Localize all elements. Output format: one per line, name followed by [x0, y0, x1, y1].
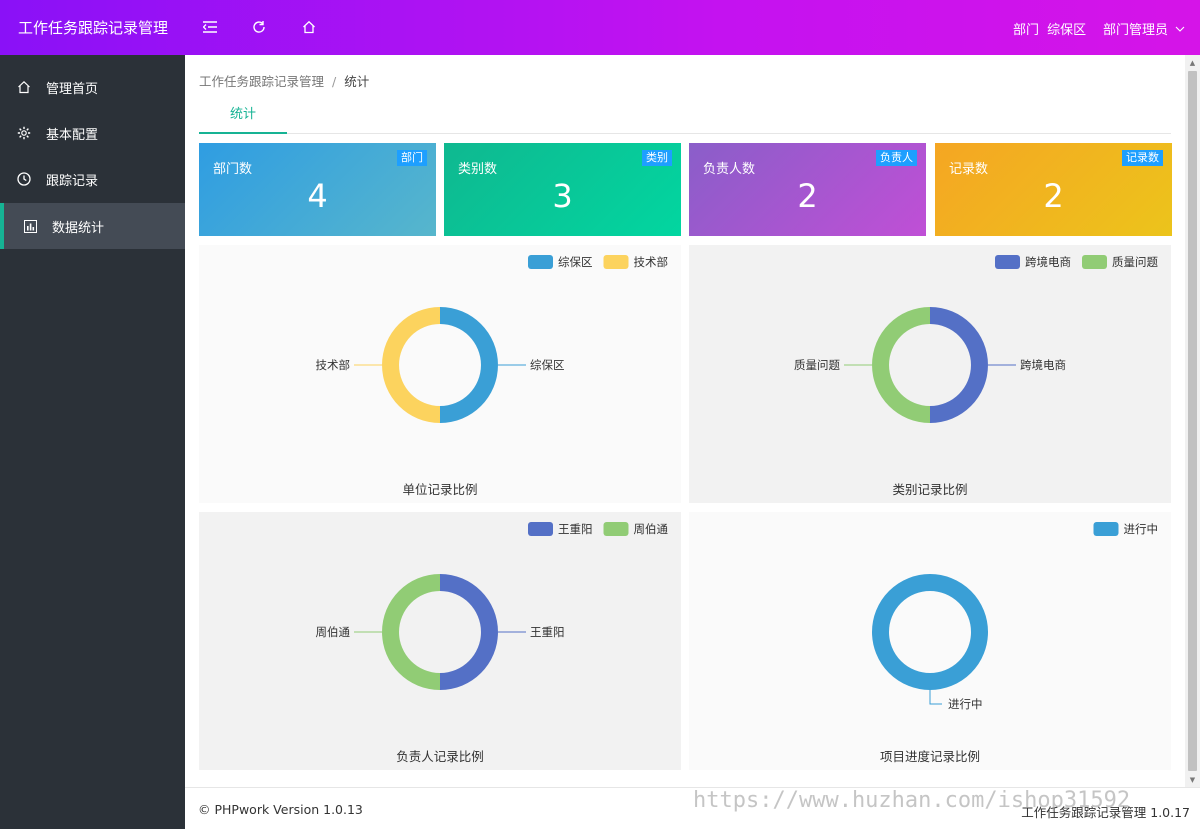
pie-slice: [440, 307, 498, 423]
label-line: [929, 690, 942, 705]
bar-chart-icon: [22, 218, 38, 234]
chart-title: 负责人记录比例: [396, 749, 484, 764]
breadcrumb-current: 统计: [344, 74, 370, 89]
pie-slice: [872, 307, 930, 423]
sidebar-item-statistics[interactable]: 数据统计: [0, 203, 185, 249]
footer-version: © PHPwork Version 1.0.13: [198, 802, 363, 817]
top-header-bar: 工作任务跟踪记录管理 部门 综保区 部门管理员: [0, 0, 1200, 55]
dept-label: 部门: [1013, 23, 1040, 38]
tab-statistics[interactable]: 统计: [199, 101, 287, 134]
scroll-up-icon[interactable]: ▲: [1189, 58, 1196, 67]
user-menu[interactable]: 部门管理员: [1103, 19, 1185, 38]
chart-panel-unit: 综保区 技术部 综保区 技术部 单位记录比例: [199, 245, 681, 503]
stat-card-records: 记录数 记录数 2: [935, 143, 1172, 236]
legend-label: 王重阳: [558, 522, 593, 536]
chart-panel-owner: 王重阳 周伯通 王重阳 周伯通 负责人记录比例: [199, 512, 681, 770]
chart-title: 项目进度记录比例: [880, 749, 980, 764]
legend-swatch: [603, 255, 629, 269]
card-value: 2: [1043, 177, 1064, 215]
chart-panel-progress: 进行中 进行中 项目进度记录比例: [689, 512, 1171, 770]
legend-swatch: [528, 255, 553, 269]
footer-app-version: 工作任务跟踪记录管理 1.0.17: [1021, 805, 1190, 820]
dept-info: 部门 综保区: [1013, 19, 1086, 38]
chart-panel-category: 跨境电商 质量问题 跨境电商 质量问题 类别记录比例: [689, 245, 1171, 503]
legend-label: 进行中: [1124, 522, 1159, 536]
gear-icon: [16, 125, 32, 141]
chart-title: 单位记录比例: [402, 482, 477, 497]
card-badge: 记录数: [1122, 150, 1163, 166]
card-label: 类别数: [458, 162, 498, 177]
card-badge: 负责人: [876, 150, 917, 166]
clock-icon: [16, 171, 32, 187]
slice-label: 进行中: [948, 697, 983, 711]
slice-label: 技术部: [316, 358, 351, 372]
breadcrumb: 工作任务跟踪记录管理 / 统计: [199, 71, 369, 90]
sidebar: 管理首页 基本配置 跟踪记录 数据统计: [0, 55, 185, 829]
app-title: 工作任务跟踪记录管理: [18, 19, 169, 37]
chevron-down-icon: [1175, 21, 1185, 36]
dept-value: 综保区: [1047, 23, 1087, 38]
card-label: 负责人数: [703, 162, 756, 177]
legend-swatch: [995, 255, 1020, 269]
card-value: 4: [307, 177, 328, 215]
legend-label: 综保区: [558, 255, 593, 269]
legend-swatch: [528, 522, 553, 536]
legend-label: 跨境电商: [1025, 255, 1071, 269]
legend-swatch: [1082, 255, 1107, 269]
sidebar-item-label: 管理首页: [46, 81, 99, 97]
watermark-text: https://www.huzhan.com/ishop31592: [693, 788, 1131, 813]
stat-card-departments: 部门数 部门 4: [199, 143, 436, 236]
user-role: 部门管理员: [1103, 23, 1169, 38]
home-icon: [16, 79, 32, 95]
legend-swatch: [603, 522, 629, 536]
card-value: 2: [797, 177, 818, 215]
stat-card-owners: 负责人数 负责人 2: [689, 143, 926, 236]
sidebar-item-tracking[interactable]: 跟踪记录: [0, 156, 185, 202]
scroll-down-icon[interactable]: ▼: [1189, 775, 1196, 784]
stat-card-categories: 类别数 类别 3: [444, 143, 681, 236]
slice-label: 综保区: [530, 358, 565, 372]
chart-title: 类别记录比例: [892, 482, 967, 497]
pie-slice: [930, 307, 988, 423]
pie-slice: [382, 574, 440, 690]
main-content: 工作任务跟踪记录管理 / 统计 统计 部门数 部门 4 类别数 类别 3 负责人数 …: [185, 55, 1185, 787]
card-value: 3: [552, 177, 573, 215]
card-badge: 类别: [642, 150, 672, 166]
collapse-menu-icon[interactable]: [199, 16, 221, 38]
legend-label: 质量问题: [1112, 255, 1158, 269]
sidebar-item-label: 基本配置: [46, 127, 99, 143]
legend-label: 技术部: [634, 255, 669, 269]
footer: © PHPwork Version 1.0.13 工作任务跟踪记录管理 1.0.…: [185, 787, 1200, 829]
slice-label: 周伯通: [316, 625, 351, 639]
pie-slice: [440, 574, 498, 690]
card-label: 部门数: [213, 162, 253, 177]
tab-bar: 统计: [199, 101, 1171, 134]
sidebar-item-label: 数据统计: [52, 220, 105, 236]
breadcrumb-separator: /: [332, 74, 337, 89]
scrollbar-thumb[interactable]: [1188, 71, 1197, 771]
legend-swatch: [1093, 522, 1119, 536]
pie-slice: [382, 307, 440, 423]
card-badge: 部门: [397, 150, 427, 166]
slice-label: 王重阳: [530, 625, 565, 639]
slice-label: 跨境电商: [1020, 358, 1066, 372]
refresh-icon[interactable]: [248, 16, 270, 38]
breadcrumb-root[interactable]: 工作任务跟踪记录管理: [199, 74, 325, 89]
slice-label: 质量问题: [794, 358, 840, 372]
sidebar-item-home[interactable]: 管理首页: [0, 64, 185, 110]
legend-label: 周伯通: [634, 522, 669, 536]
vertical-scrollbar[interactable]: ▲ ▼: [1185, 55, 1200, 787]
pie-slice: [872, 574, 988, 690]
sidebar-item-config[interactable]: 基本配置: [0, 110, 185, 156]
home-icon[interactable]: [298, 16, 320, 38]
card-label: 记录数: [949, 162, 989, 177]
sidebar-item-label: 跟踪记录: [46, 173, 99, 189]
